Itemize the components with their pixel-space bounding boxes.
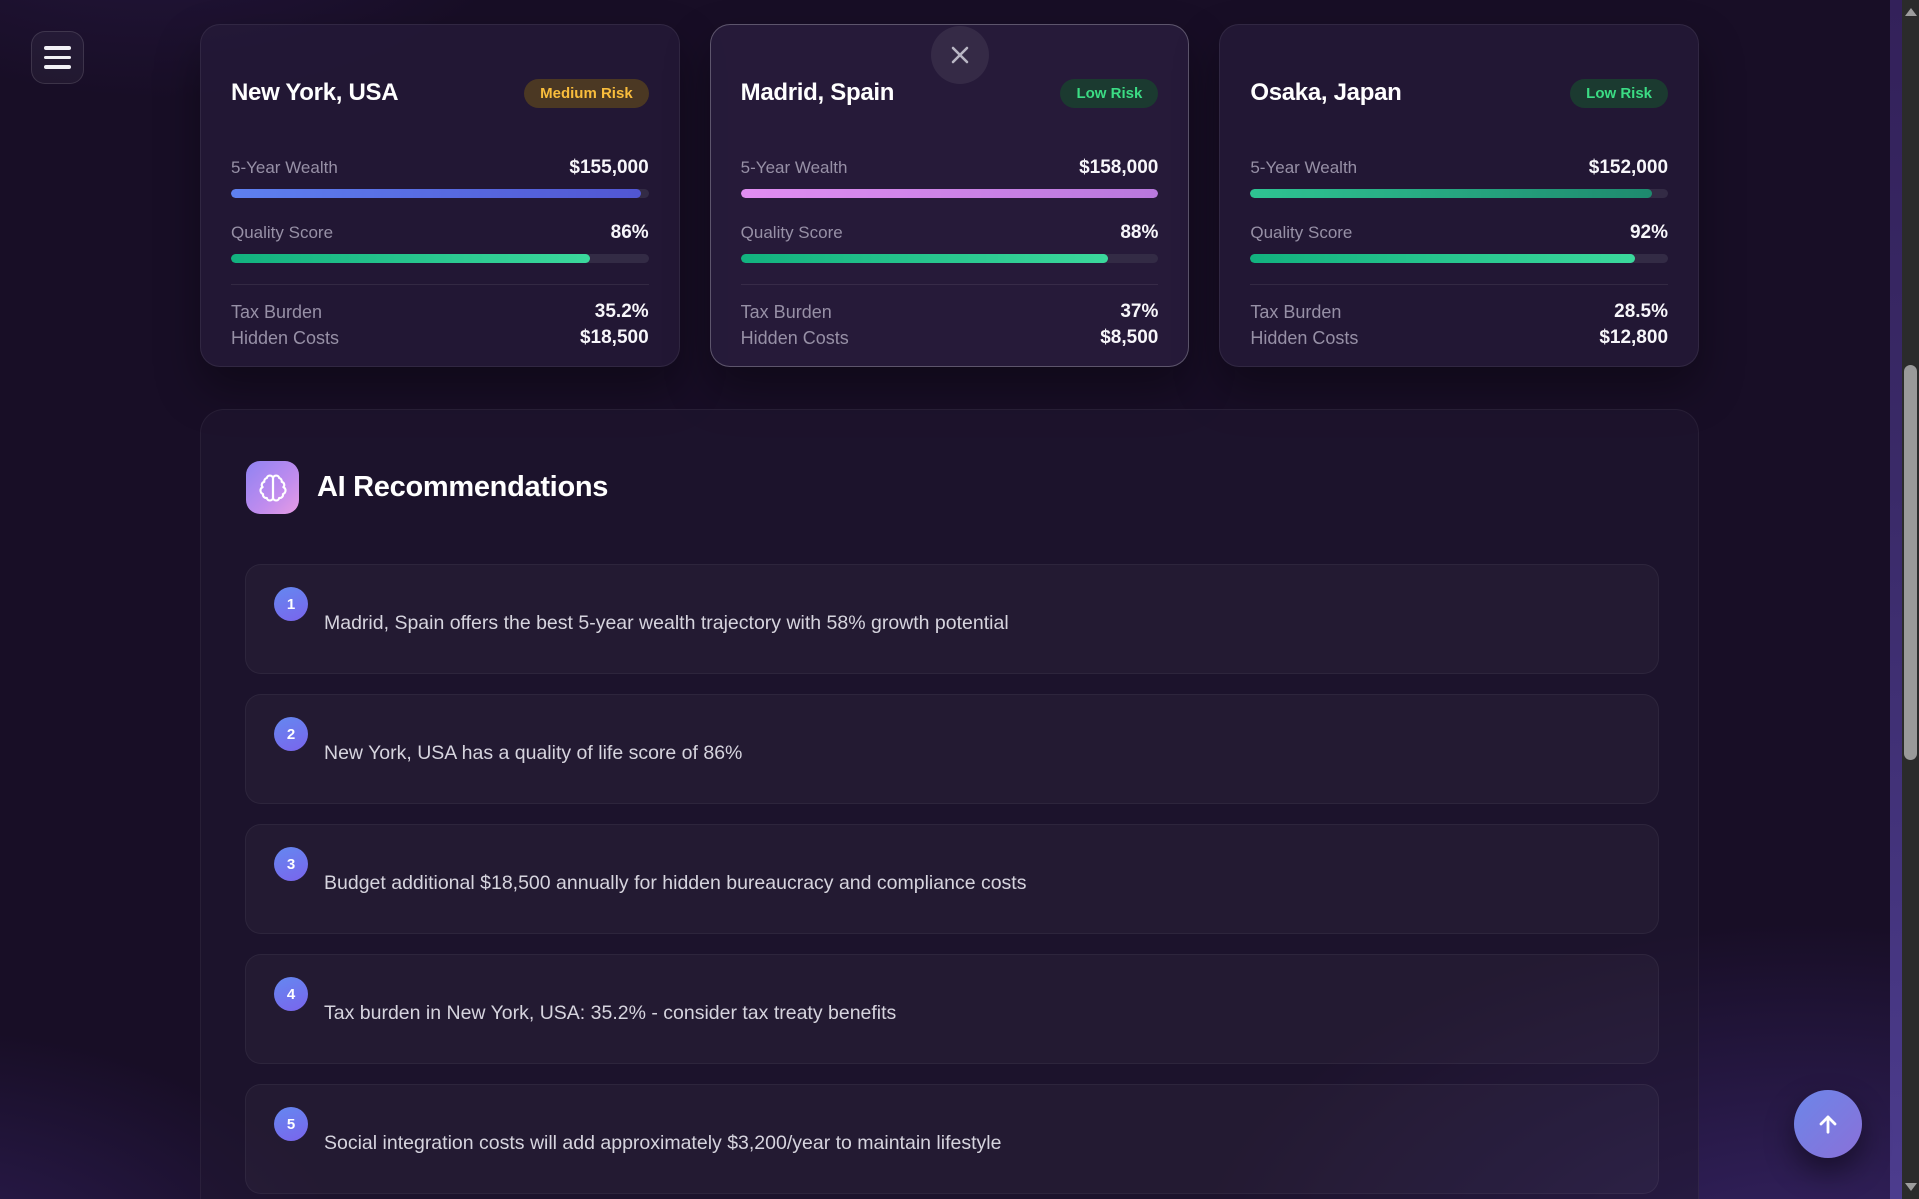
hidden-costs-row: Hidden Costs $8,500 xyxy=(741,327,1159,349)
hidden-costs-label: Hidden Costs xyxy=(1250,327,1359,348)
city-card-header: Madrid, Spain Low Risk xyxy=(741,75,1159,111)
recommendation-item: 4 Tax burden in New York, USA: 35.2% - c… xyxy=(245,954,1659,1064)
scrollbar-up-arrow[interactable] xyxy=(1902,3,1919,21)
city-name: Madrid, Spain xyxy=(740,79,895,106)
city-name: New York, USA xyxy=(231,79,399,106)
city-cards: New York, USA Medium Risk 5-Year Wealth … xyxy=(200,24,1700,367)
recommendations-title: AI Recommendations xyxy=(317,471,609,503)
recommendation-number-badge: 1 xyxy=(274,587,308,621)
wealth-value: $155,000 xyxy=(569,157,649,178)
quality-progress-fill xyxy=(740,254,1109,263)
card-divider xyxy=(231,284,649,285)
quality-progress-track xyxy=(740,254,1159,263)
hidden-costs-value: $12,800 xyxy=(1599,327,1669,348)
risk-badge: Medium Risk xyxy=(524,78,649,108)
city-card-header: New York, USA Medium Risk xyxy=(231,75,649,111)
quality-label: Quality Score xyxy=(231,223,334,242)
hamburger-icon xyxy=(44,65,71,69)
wealth-progress-fill xyxy=(740,189,1159,198)
wealth-progress-fill xyxy=(1250,189,1653,198)
quality-value: 92% xyxy=(1629,222,1669,243)
recommendation-text: Madrid, Spain offers the best 5-year wea… xyxy=(324,611,1009,634)
recommendation-item: 5 Social integration costs will add appr… xyxy=(245,1084,1659,1194)
recommendation-text: Tax burden in New York, USA: 35.2% - con… xyxy=(324,1001,897,1024)
recommendation-list: 1 Madrid, Spain offers the best 5-year w… xyxy=(245,564,1659,1194)
quality-progress-fill xyxy=(1250,254,1635,263)
wealth-label: 5-Year Wealth xyxy=(1250,158,1358,177)
tax-burden-label: Tax Burden xyxy=(740,301,832,322)
risk-badge: Low Risk xyxy=(1570,78,1669,108)
recommendation-item: 3 Budget additional $18,500 annually for… xyxy=(245,824,1659,934)
quality-value: 88% xyxy=(1120,222,1159,243)
tax-burden-row: Tax Burden 28.5% xyxy=(1250,301,1668,323)
recommendation-text: Social integration costs will add approx… xyxy=(324,1131,1002,1154)
tax-burden-value: 28.5% xyxy=(1614,301,1669,322)
recommendation-number-badge: 5 xyxy=(274,1107,308,1141)
wealth-progress-track xyxy=(1250,189,1669,198)
wealth-progress-track xyxy=(231,189,649,198)
tax-burden-label: Tax Burden xyxy=(231,301,323,322)
city-card[interactable]: Madrid, Spain Low Risk 5-Year Wealth $15… xyxy=(709,24,1190,367)
quality-row: Quality Score 88% xyxy=(741,222,1159,244)
scrollbar[interactable] xyxy=(1902,0,1919,1199)
tax-burden-row: Tax Burden 37% xyxy=(741,301,1159,323)
recommendation-item: 1 Madrid, Spain offers the best 5-year w… xyxy=(245,564,1659,674)
recommendation-number-badge: 4 xyxy=(274,977,308,1011)
wealth-progress-fill xyxy=(231,189,641,198)
hidden-costs-row: Hidden Costs $12,800 xyxy=(1250,327,1668,349)
quality-row: Quality Score 86% xyxy=(231,222,649,244)
hidden-costs-label: Hidden Costs xyxy=(740,327,849,348)
hidden-costs-label: Hidden Costs xyxy=(231,327,340,348)
card-divider xyxy=(740,284,1159,285)
risk-badge: Low Risk xyxy=(1060,78,1159,108)
city-name: Osaka, Japan xyxy=(1250,79,1402,106)
tax-burden-label: Tax Burden xyxy=(1250,301,1342,322)
wealth-label: 5-Year Wealth xyxy=(231,158,338,177)
hidden-costs-row: Hidden Costs $18,500 xyxy=(231,327,649,349)
quality-label: Quality Score xyxy=(1250,223,1353,242)
recommendation-item: 2 New York, USA has a quality of life sc… xyxy=(245,694,1659,804)
tax-burden-value: 35.2% xyxy=(594,301,649,322)
brain-icon xyxy=(246,461,299,514)
wealth-value: $158,000 xyxy=(1079,157,1159,178)
recommendation-number-badge: 2 xyxy=(274,717,308,751)
tax-burden-value: 37% xyxy=(1120,301,1159,322)
recommendation-text: New York, USA has a quality of life scor… xyxy=(324,741,743,764)
hamburger-icon xyxy=(44,55,71,60)
recommendation-number-badge: 3 xyxy=(274,847,308,881)
quality-progress-track xyxy=(231,254,649,263)
close-icon xyxy=(951,46,969,64)
wealth-row: 5-Year Wealth $155,000 xyxy=(231,157,649,179)
wealth-row: 5-Year Wealth $158,000 xyxy=(741,157,1159,179)
wealth-progress-track xyxy=(740,189,1159,198)
scroll-to-top-button[interactable] xyxy=(1794,1090,1862,1158)
recommendations-panel: AI Recommendations 1 Madrid, Spain offer… xyxy=(200,409,1699,1199)
hidden-costs-value: $18,500 xyxy=(579,327,649,348)
city-card-header: Osaka, Japan Low Risk xyxy=(1250,75,1669,111)
tax-burden-row: Tax Burden 35.2% xyxy=(231,301,649,323)
city-card[interactable]: New York, USA Medium Risk 5-Year Wealth … xyxy=(200,24,680,367)
recommendations-header: AI Recommendations xyxy=(246,461,608,514)
quality-label: Quality Score xyxy=(740,223,843,242)
scrollbar-down-arrow[interactable] xyxy=(1902,1178,1919,1196)
city-card[interactable]: Osaka, Japan Low Risk 5-Year Wealth $152… xyxy=(1219,24,1700,367)
hamburger-icon xyxy=(44,46,71,50)
hidden-costs-value: $8,500 xyxy=(1100,327,1159,348)
quality-value: 86% xyxy=(610,222,649,243)
arrow-up-icon xyxy=(1819,1115,1837,1134)
wealth-row: 5-Year Wealth $152,000 xyxy=(1250,157,1668,179)
card-divider xyxy=(1250,284,1669,285)
menu-button[interactable] xyxy=(31,31,84,84)
recommendation-text: Budget additional $18,500 annually for h… xyxy=(324,871,1027,894)
quality-progress-track xyxy=(1250,254,1669,263)
quality-progress-fill xyxy=(231,254,591,263)
wealth-value: $152,000 xyxy=(1588,157,1669,178)
close-button[interactable] xyxy=(931,26,989,84)
wealth-label: 5-Year Wealth xyxy=(740,158,848,177)
scrollbar-thumb[interactable] xyxy=(1904,365,1917,760)
background-glow xyxy=(1890,0,1902,1199)
quality-row: Quality Score 92% xyxy=(1250,222,1668,244)
